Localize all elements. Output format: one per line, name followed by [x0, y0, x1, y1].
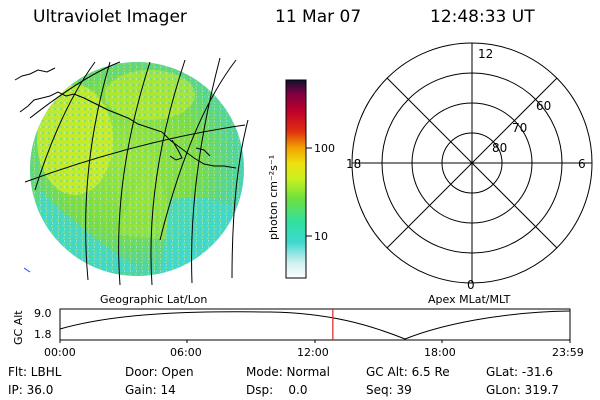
image-time: 12:48:33 UT	[430, 7, 535, 27]
meridian-5	[150, 59, 186, 286]
timeline-ticks	[59, 340, 571, 343]
mlat-label-70: 70	[512, 121, 527, 135]
meridian-6	[191, 57, 221, 284]
uv-image-disc	[14, 57, 249, 286]
timeline-tick-2359: 23:59	[552, 346, 584, 359]
status-glon: GLon: 319.7	[486, 383, 559, 397]
coastline-fragment	[23, 267, 31, 273]
coastline-bay	[169, 139, 183, 161]
coastline-peninsula	[195, 147, 211, 157]
status-filter: Flt: LBHL	[8, 365, 62, 379]
meridian-1	[29, 61, 121, 119]
colorbar: 100 10 photon cm⁻²s⁻¹	[267, 79, 335, 279]
status-gc-alt: GC Alt: 6.5 Re	[366, 365, 450, 379]
mlat-label-80: 80	[492, 141, 507, 155]
mlt-label-12: 12	[478, 47, 493, 61]
image-noise	[30, 62, 244, 276]
timeline-tick-1200: 12:00	[297, 346, 329, 359]
status-mode: Mode: Normal	[246, 365, 330, 379]
mlt-label-6: 6	[578, 157, 586, 171]
grid-arc	[159, 59, 237, 241]
meridian-2	[34, 61, 96, 191]
colorbar-label-100: 100	[314, 142, 335, 155]
status-dsp: Dsp: 0.0	[246, 383, 308, 397]
parallel-1	[24, 124, 246, 183]
image-date: 11 Mar 07	[275, 7, 362, 27]
status-seq: Seq: 39	[366, 383, 412, 397]
mlat-label-60: 60	[536, 99, 551, 113]
polar-labels: 12 18 6 0 60 70 80	[346, 47, 586, 292]
polar-plot	[351, 42, 593, 284]
colorbar-scale	[285, 79, 307, 279]
status-glat: GLat: -31.6	[486, 365, 553, 379]
coastline-arctic	[14, 67, 56, 81]
timeline-ylabel: GC Alt	[12, 310, 25, 345]
colorbar-label-10: 10	[314, 230, 328, 243]
colorbar-unit-label: photon cm⁻²s⁻¹	[267, 155, 280, 240]
status-door: Door: Open	[125, 365, 194, 379]
timeline-frame	[59, 308, 571, 341]
mlt-label-18: 18	[346, 157, 361, 171]
instrument-title: Ultraviolet Imager	[33, 7, 187, 27]
timeline-tick-1800: 18:00	[424, 346, 456, 359]
meridian-4	[118, 61, 151, 286]
meridian-3	[85, 61, 111, 281]
coastline-main	[19, 91, 237, 169]
geographic-grid	[24, 57, 249, 286]
polar-diagonal-2	[386, 77, 558, 249]
altitude-curve	[59, 310, 571, 340]
geo-map-label: Geographic Lat/Lon	[100, 293, 208, 306]
timeline-ymax: 9.0	[34, 307, 52, 320]
status-ip: IP: 36.0	[8, 383, 54, 397]
polar-plot-label: Apex MLat/MLT	[428, 293, 511, 306]
coastlines	[14, 67, 237, 273]
mlt-label-0: 0	[467, 278, 475, 292]
timeline-tick-0600: 06:00	[170, 346, 202, 359]
meridian-7	[231, 119, 249, 279]
timeline-tick-0000: 00:00	[44, 346, 76, 359]
altitude-timeline: GC Alt	[12, 308, 571, 345]
status-gain: Gain: 14	[125, 383, 176, 397]
timeline-ymin: 1.8	[34, 328, 52, 341]
